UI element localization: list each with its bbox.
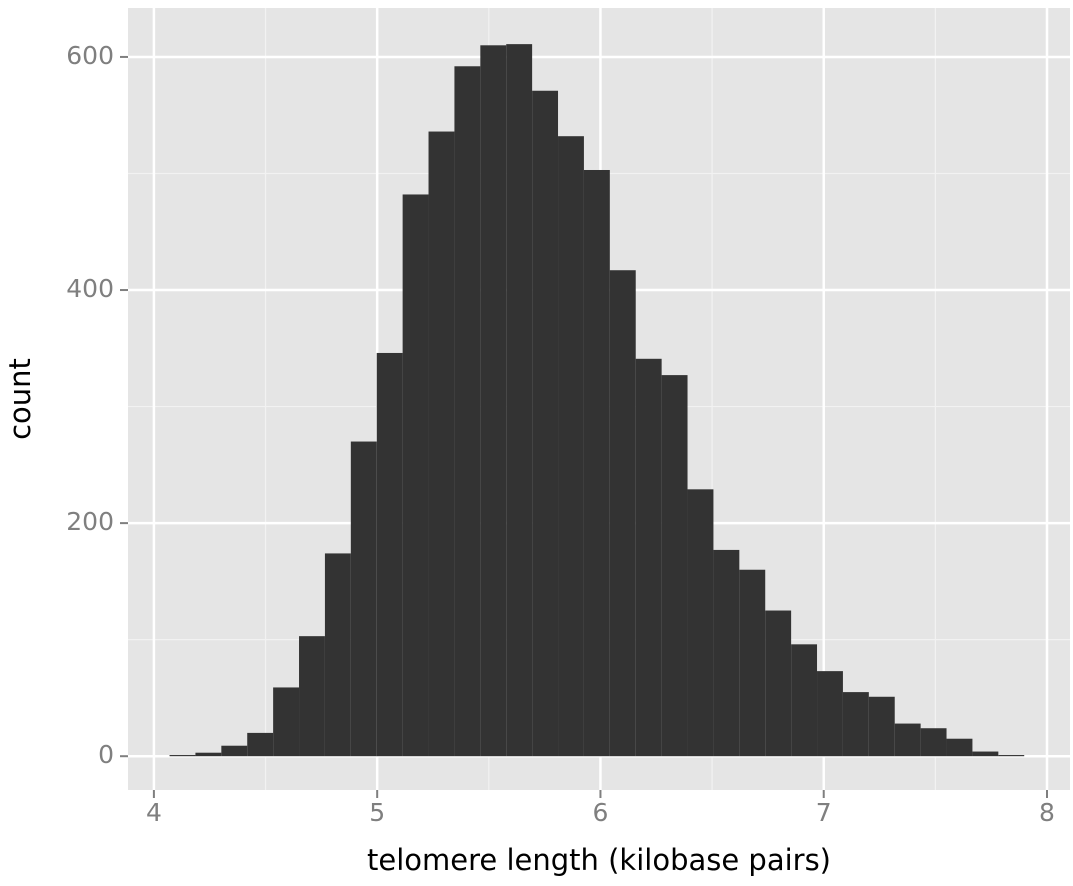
bar xyxy=(221,745,248,757)
y-tick-label: 200 xyxy=(66,507,114,536)
y-tick-label: 600 xyxy=(66,41,114,70)
bar xyxy=(713,549,740,757)
bar xyxy=(454,66,481,757)
bar xyxy=(402,194,429,757)
bar xyxy=(350,441,377,757)
y-tick-label: 400 xyxy=(66,274,114,303)
x-tick-label: 4 xyxy=(146,798,162,827)
bar xyxy=(920,728,947,757)
x-tick-label: 5 xyxy=(369,798,385,827)
bar xyxy=(791,644,818,757)
bar xyxy=(661,375,688,757)
bar xyxy=(972,751,999,757)
bar xyxy=(299,636,325,757)
bar xyxy=(946,738,973,757)
bar xyxy=(195,752,222,757)
bar xyxy=(428,131,455,757)
x-tick-label: 6 xyxy=(592,798,608,827)
x-tick-label: 7 xyxy=(816,798,832,827)
bar xyxy=(506,44,533,757)
bar xyxy=(247,732,274,757)
bar xyxy=(765,610,792,757)
bar xyxy=(169,755,196,757)
y-axis-title: count xyxy=(3,358,37,440)
bar xyxy=(635,358,662,757)
bar xyxy=(324,553,351,757)
bar xyxy=(273,687,300,757)
bar xyxy=(868,696,895,757)
bar xyxy=(687,489,714,757)
x-tick-label: 8 xyxy=(1039,798,1055,827)
bar xyxy=(376,352,403,757)
bar xyxy=(998,755,1025,757)
bar xyxy=(480,45,507,757)
y-tick-label: 0 xyxy=(98,740,114,769)
bar xyxy=(842,692,869,757)
bar xyxy=(739,569,766,757)
bar xyxy=(817,671,843,757)
bar xyxy=(558,136,584,757)
bar xyxy=(609,270,636,757)
bar xyxy=(583,169,610,757)
x-axis-title: telomere length (kilobase pairs) xyxy=(367,843,831,877)
bar xyxy=(532,90,559,757)
bar xyxy=(894,723,921,757)
